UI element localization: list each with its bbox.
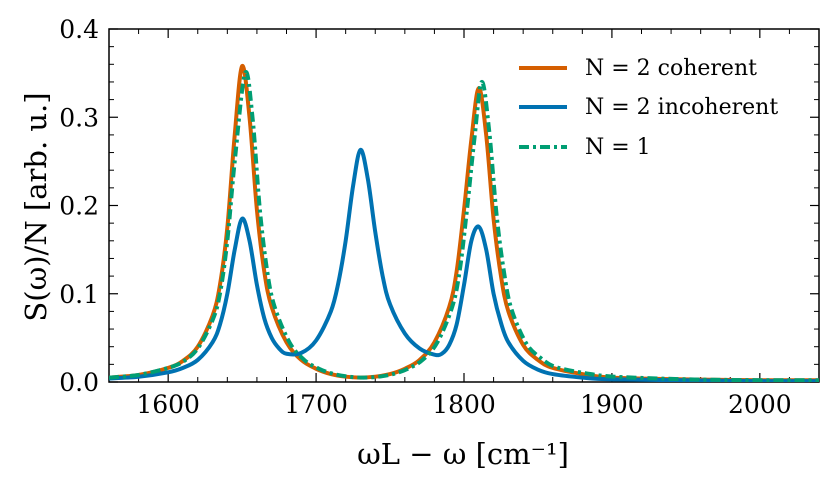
legend-n1: N = 1 xyxy=(519,135,651,160)
x-tick-label: 1700 xyxy=(284,390,348,419)
y-tick-label: 0.0 xyxy=(59,368,99,397)
y-tick-label: 0.4 xyxy=(59,15,99,44)
legend-label: N = 1 xyxy=(585,135,651,160)
x-tick-label: 1600 xyxy=(136,390,200,419)
legend: N = 2 coherent N = 2 incoherent N = 1 xyxy=(519,56,778,160)
y-tick-label: 0.3 xyxy=(59,103,99,132)
legend-label: N = 2 incoherent xyxy=(585,95,778,120)
x-tick-label: 1800 xyxy=(432,390,496,419)
series-lines xyxy=(109,64,819,382)
legend-label: N = 2 coherent xyxy=(585,56,757,81)
series-line-n2-incoherent xyxy=(109,147,819,382)
series-line-n1 xyxy=(109,69,819,382)
y-tick-label: 0.2 xyxy=(59,192,99,221)
legend-n2-incoherent: N = 2 incoherent xyxy=(519,95,778,120)
x-tick-label: 1900 xyxy=(580,390,644,419)
axis-ticks: 1600 1700 1800 1900 2000 0.0 0.1 0.2 0.3 0.4 xyxy=(59,15,820,419)
y-axis-label: S(ω)/N [arb. u.] xyxy=(19,92,53,321)
x-axis-label: ωL − ω [cm⁻¹] xyxy=(357,437,569,471)
x-tick-label: 2000 xyxy=(728,390,792,419)
y-tick-label: 0.1 xyxy=(59,280,99,309)
legend-n2-coherent: N = 2 coherent xyxy=(519,56,757,81)
